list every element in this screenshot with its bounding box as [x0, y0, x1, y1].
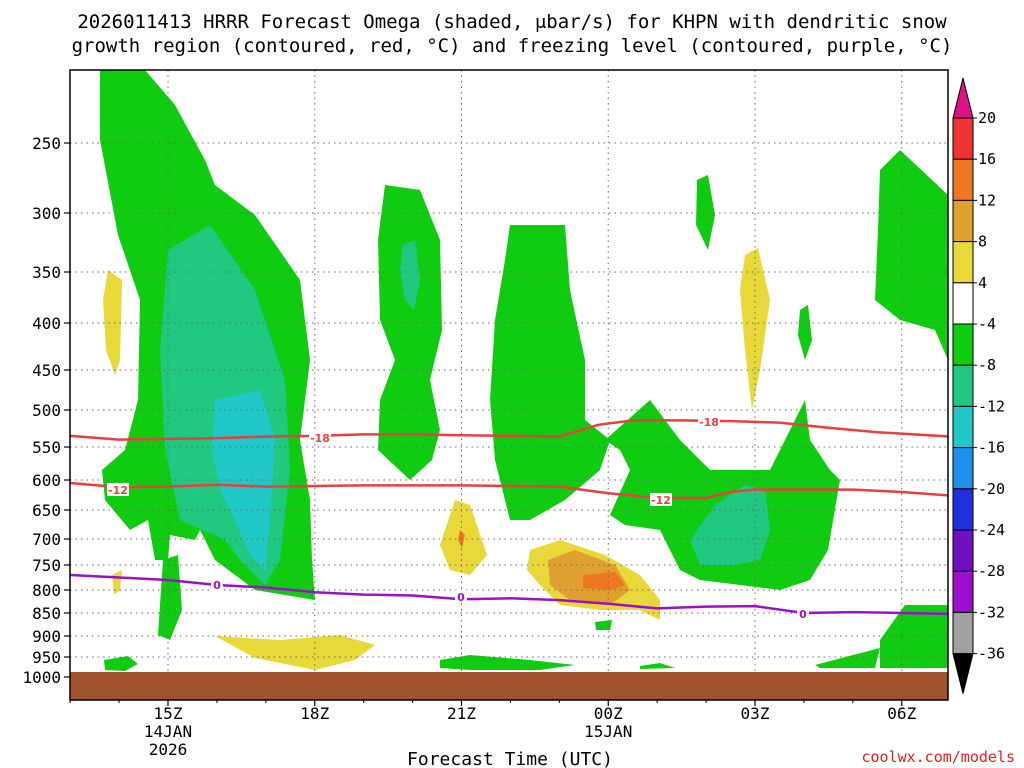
y-tick-label: 950 — [32, 648, 61, 667]
dgz-upper-label-2: -18 — [699, 416, 719, 429]
omega-region-green-small — [595, 620, 612, 630]
colorbar-label: -24 — [978, 521, 1005, 539]
freezing-label-2: 0 — [457, 591, 465, 604]
colorbar-label: -28 — [978, 562, 1005, 580]
y-tick-label: 700 — [32, 530, 61, 549]
omega-region-green-3 — [490, 225, 610, 520]
freezing-label-3: 0 — [799, 608, 807, 621]
y-axis: 250 300 350 400 450 500 550 600 650 700 750 800 850 9… — [22, 134, 70, 687]
omega-region-green-6 — [798, 305, 812, 360]
omega-region-green-5 — [696, 175, 715, 250]
omega-region-green-7 — [875, 150, 948, 360]
y-tick-label: 850 — [32, 604, 61, 623]
colorbar-swatch — [952, 323, 974, 366]
colorbar-label: 12 — [978, 191, 996, 209]
omega-region-green-bottom-left — [104, 656, 138, 671]
colorbar-swatch — [952, 447, 974, 490]
colorbar-label: 20 — [978, 109, 996, 127]
contour-labels: -18 -18 -12 -12 0 0 0 — [107, 415, 809, 621]
chart-title-line-1: 2026011413 HRRR Forecast Omega (shaded, … — [77, 11, 947, 33]
colorbar-label: -4 — [978, 315, 996, 333]
y-tick-label: 300 — [32, 204, 61, 223]
colorbar-bottom-arrow — [952, 653, 974, 694]
omega-region-green-8 — [880, 605, 948, 668]
plot-frame — [69, 69, 949, 701]
y-tick-label: 650 — [32, 501, 61, 520]
y-tick-label: 550 — [32, 438, 61, 457]
dgz-upper-label-1: -18 — [310, 432, 330, 445]
y-tick-label: 900 — [32, 627, 61, 646]
x-tick-label: 15Z — [154, 704, 183, 723]
colorbar-swatch — [952, 158, 974, 201]
y-tick-label: 450 — [32, 361, 61, 380]
y-tick-label: 1000 — [22, 668, 61, 687]
omega-region-green-9 — [815, 648, 880, 668]
x-tick-label: 06Z — [887, 704, 916, 723]
colorbar-label: 4 — [978, 274, 987, 292]
y-tick-label: 350 — [32, 263, 61, 282]
y-tick-label: 250 — [32, 134, 61, 153]
omega-region-green-bottom-mid — [440, 655, 575, 670]
colorbar-label: -8 — [978, 356, 996, 374]
colorbar-label: 16 — [978, 150, 996, 168]
y-tick-label: 600 — [32, 471, 61, 490]
omega-region-cyan-core — [212, 390, 275, 570]
colorbar-label: -32 — [978, 603, 1005, 621]
colorbar-swatch — [952, 529, 974, 572]
colorbar-top-arrow — [952, 77, 974, 119]
dgz-minus12-contour — [70, 481, 948, 500]
omega-shading — [100, 70, 948, 671]
omega-region-orange-4b — [583, 572, 625, 590]
dgz-lower-label-2: -12 — [651, 494, 671, 507]
x-tick-label: 00Z — [594, 704, 623, 723]
freezing-label-1: 0 — [213, 579, 221, 592]
colorbar-label: 8 — [978, 233, 987, 251]
omega-region-yellow-bottom — [215, 635, 375, 670]
y-tick-label: 800 — [32, 581, 61, 600]
colorbar-label: -20 — [978, 480, 1005, 498]
colorbar-swatch — [952, 241, 974, 284]
x-tick-label: 14JAN — [144, 722, 192, 741]
chart-title-line-2: growth region (contoured, red, °C) and f… — [72, 35, 953, 57]
colorbar-swatch — [952, 364, 974, 407]
colorbar-label: -16 — [978, 439, 1005, 457]
colorbar-swatch — [952, 282, 974, 325]
colorbar-label: -12 — [978, 397, 1005, 415]
y-tick-label: 400 — [32, 314, 61, 333]
omega-region-teal-2 — [400, 240, 420, 310]
y-tick-label: 500 — [32, 401, 61, 420]
colorbar-swatch — [952, 611, 974, 655]
colorbar: 20 16 12 8 4 -4 -8 -12 -16 -20 -24 -28 -32 -36 — [952, 77, 1005, 694]
colorbar-swatch — [952, 199, 974, 243]
colorbar-swatch — [952, 570, 974, 613]
omega-region-green-10 — [640, 663, 675, 669]
omega-region-yellow-2 — [112, 570, 122, 595]
credit-text: coolwx.com/models — [861, 748, 1015, 766]
omega-region-green-2 — [378, 185, 442, 480]
x-tick-label: 15JAN — [584, 722, 632, 741]
ground-layer — [70, 672, 948, 700]
x-tick-label: 2026 — [149, 740, 188, 759]
y-tick-label: 750 — [32, 556, 61, 575]
plot-area — [70, 70, 948, 700]
colorbar-label: -36 — [978, 645, 1005, 663]
colorbar-swatch — [952, 117, 974, 160]
x-tick-label: 21Z — [447, 704, 476, 723]
x-tick-label: 18Z — [300, 704, 329, 723]
omega-region-teal-4 — [690, 485, 770, 565]
x-tick-label: 03Z — [741, 704, 770, 723]
freezing-level-contour — [70, 573, 948, 616]
x-axis-label: Forecast Time (UTC) — [407, 749, 613, 768]
omega-region-green-lowleft — [158, 555, 182, 640]
dgz-lower-label-1: -12 — [108, 484, 128, 497]
dgz-minus18-contour — [70, 419, 948, 441]
omega-region-yellow-1 — [103, 270, 122, 375]
colorbar-swatch — [952, 488, 974, 531]
colorbar-swatch — [952, 405, 974, 449]
